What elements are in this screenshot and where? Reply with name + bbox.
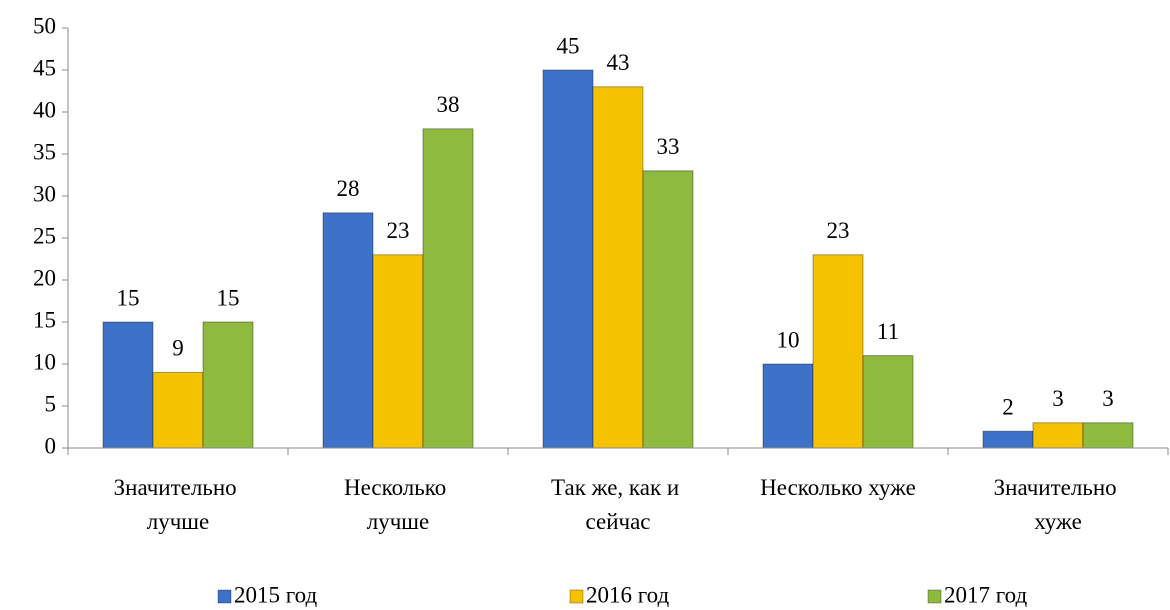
data-label: 11	[877, 319, 899, 344]
y-tick-label: 20	[33, 265, 56, 290]
x-tick-label: Так же, как и сейчас	[551, 475, 685, 534]
bar	[762, 363, 814, 449]
bar	[152, 371, 204, 449]
data-label: 33	[657, 134, 680, 159]
y-tick-label: 30	[33, 181, 56, 206]
data-label: 43	[607, 50, 630, 75]
legend-swatch	[569, 589, 584, 604]
y-tick-label: 35	[33, 139, 56, 164]
data-label: 9	[172, 336, 184, 361]
legend-swatch	[927, 589, 942, 604]
legend-label: 2016 год	[586, 582, 669, 607]
bar	[102, 321, 154, 449]
bar	[1032, 422, 1084, 449]
y-tick-label: 50	[33, 13, 56, 38]
legend-label: 2017 год	[944, 582, 1027, 607]
legend-swatch	[217, 589, 232, 604]
x-tick-label: Несколько хуже	[760, 475, 916, 500]
bar	[542, 69, 594, 449]
legend-label: 2015 год	[234, 582, 317, 607]
bar	[982, 430, 1034, 449]
bar	[642, 170, 694, 449]
data-label: 15	[217, 285, 240, 310]
bar	[372, 254, 424, 449]
data-label: 3	[1052, 386, 1064, 411]
x-tick-label: Значительно хуже	[994, 475, 1123, 534]
data-label: 23	[387, 218, 410, 243]
data-label: 3	[1102, 386, 1114, 411]
y-tick-label: 5	[45, 391, 57, 416]
x-tick-label: Несколько лучше	[344, 475, 452, 534]
data-label: 28	[337, 176, 360, 201]
y-tick-label: 0	[45, 433, 57, 458]
bar	[202, 321, 254, 449]
data-label: 15	[117, 285, 140, 310]
data-label: 45	[557, 33, 580, 58]
data-label: 10	[777, 327, 800, 352]
y-tick-label: 15	[33, 307, 56, 332]
bar	[812, 254, 864, 449]
y-tick-label: 40	[33, 97, 56, 122]
data-label: 38	[437, 92, 460, 117]
bar	[322, 212, 374, 449]
bar	[862, 355, 914, 449]
y-tick-label: 25	[33, 223, 56, 248]
data-label: 23	[827, 218, 850, 243]
bar	[422, 128, 474, 449]
y-tick-label: 10	[33, 349, 56, 374]
bar	[1082, 422, 1134, 449]
y-tick-label: 45	[33, 55, 56, 80]
x-tick-label: Значительно лучше	[114, 475, 243, 534]
bar	[592, 86, 644, 449]
data-label: 2	[1002, 394, 1014, 419]
